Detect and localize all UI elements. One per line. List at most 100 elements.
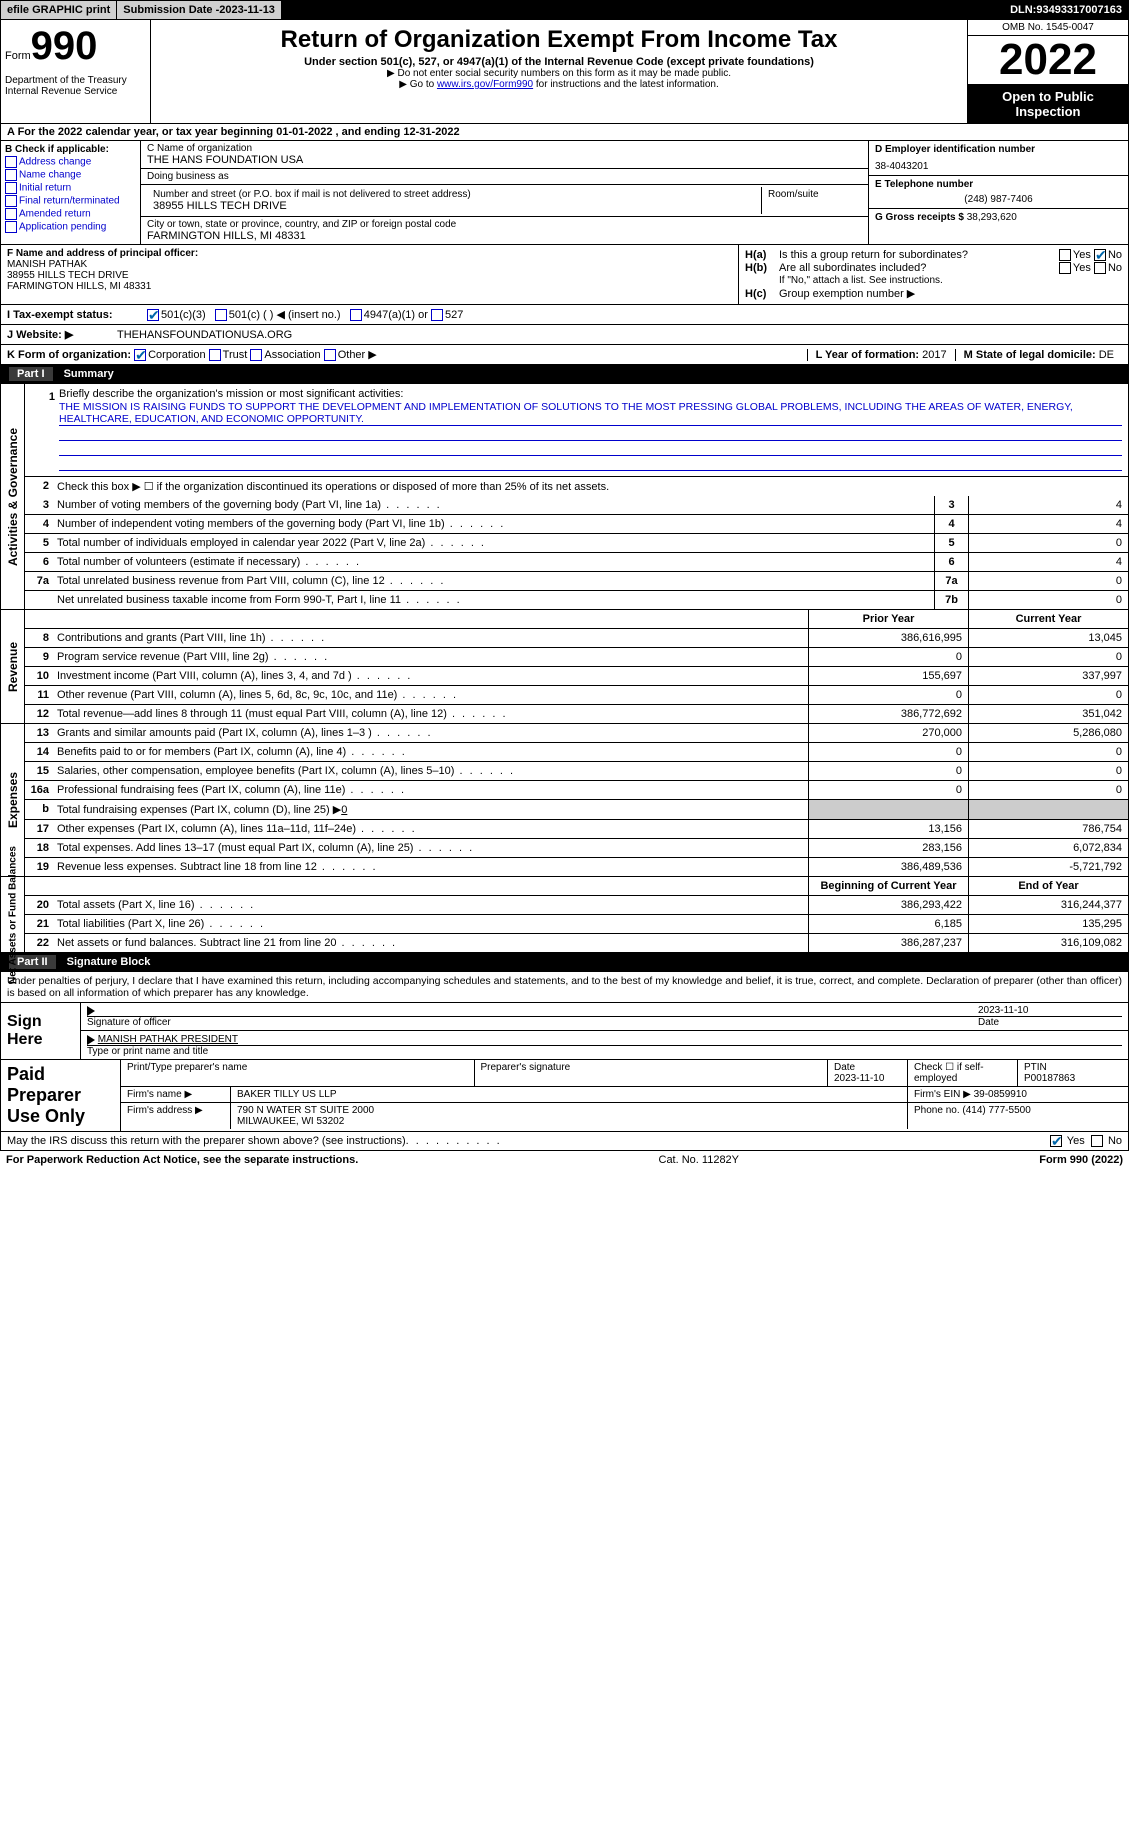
cb-address-change[interactable]: Address change (5, 156, 136, 168)
row-txt: Other expenses (Part IX, column (A), lin… (53, 820, 808, 838)
rev-col-hdr: Prior Year Current Year (25, 610, 1128, 629)
cb-opt-1: Name change (19, 170, 81, 181)
row-curr: -5,721,792 (968, 858, 1128, 876)
efile-print-button[interactable]: efile GRAPHIC print (1, 1, 117, 19)
ein-value: 38-4043201 (875, 161, 1122, 172)
h-a-no-cb[interactable] (1094, 249, 1106, 261)
i-o2: 501(c) ( ) ◀ (insert no.) (229, 308, 341, 321)
gov-box: 3 (934, 496, 968, 514)
cb-501c[interactable] (215, 309, 227, 321)
cb-4947[interactable] (350, 309, 362, 321)
row-curr (968, 800, 1128, 819)
vtab-net: Net Assets or Fund Balances (1, 877, 25, 952)
submission-date-label: Submission Date - (123, 4, 219, 16)
row-curr: 5,286,080 (968, 724, 1128, 742)
row-txt: Grants and similar amounts paid (Part IX… (53, 724, 808, 742)
row-num: 8 (25, 629, 53, 647)
data-row: 20 Total assets (Part X, line 16) 386,29… (25, 896, 1128, 915)
gov-row: 5 Total number of individuals employed i… (25, 534, 1128, 553)
row-num: 16a (25, 781, 53, 799)
irs-link[interactable]: www.irs.gov/Form990 (437, 79, 533, 90)
hdr-current-year: Current Year (968, 610, 1128, 628)
gov-row: Net unrelated business taxable income fr… (25, 591, 1128, 609)
row-curr: 0 (968, 686, 1128, 704)
cb-name-change[interactable]: Name change (5, 169, 136, 181)
prep-r3-b: 790 N WATER ST SUITE 2000MILWAUKEE, WI 5… (231, 1103, 908, 1129)
cb-501c3[interactable] (147, 309, 159, 321)
h-b-no-cb[interactable] (1094, 262, 1106, 274)
sig-officer-label: Signature of officer (87, 1017, 972, 1028)
vtab-governance: Activities & Governance (1, 384, 25, 609)
may-yes-cb[interactable] (1050, 1135, 1062, 1147)
row-prior: 6,185 (808, 915, 968, 933)
h-b-yes-cb[interactable] (1059, 262, 1071, 274)
cb-final-return[interactable]: Final return/terminated (5, 195, 136, 207)
section-net-assets: Net Assets or Fund Balances Beginning of… (0, 877, 1129, 953)
row-curr: 6,072,834 (968, 839, 1128, 857)
gov-row: 3 Number of voting members of the govern… (25, 496, 1128, 515)
may-yes-label: Yes (1067, 1135, 1085, 1147)
col-b: B Check if applicable: Address change Na… (1, 141, 141, 244)
data-row: 15 Salaries, other compensation, employe… (25, 762, 1128, 781)
prep-r1-c: Date2023-11-10 (828, 1060, 908, 1086)
row-a-end: 12-31-2022 (403, 126, 459, 138)
may-no-cb[interactable] (1091, 1135, 1103, 1147)
sign-here-right: 2023-11-10 Signature of officer Date MAN… (81, 1003, 1128, 1059)
q1-label: Briefly describe the organization's miss… (59, 388, 1122, 400)
cb-corp[interactable] (134, 349, 146, 361)
m-cell: M State of legal domicile: DE (955, 349, 1122, 361)
col-h: H(a) Is this a group return for subordin… (738, 245, 1128, 304)
gov-box: 7b (934, 591, 968, 609)
cb-trust[interactable] (209, 349, 221, 361)
data-row: 13 Grants and similar amounts paid (Part… (25, 724, 1128, 743)
header-right: OMB No. 1545-0047 2022 Open to Public In… (968, 20, 1128, 123)
sig-name-label: Type or print name and title (87, 1045, 1122, 1057)
mission-line-2 (59, 427, 1122, 441)
gov-val: 4 (968, 496, 1128, 514)
vtab-rev-label: Revenue (6, 642, 20, 692)
row-txt: Investment income (Part VIII, column (A)… (53, 667, 808, 685)
header-left: Form990 Department of the Treasury Inter… (1, 20, 151, 123)
row-prior: 0 (808, 762, 968, 780)
cb-amended-return[interactable]: Amended return (5, 208, 136, 220)
gross-cell: G Gross receipts $ 38,293,620 (869, 209, 1128, 226)
tax-year: 2022 (968, 36, 1128, 85)
submission-date-button[interactable]: Submission Date - 2023-11-13 (117, 1, 282, 19)
k-right: L Year of formation: 2017 M State of leg… (807, 349, 1122, 361)
row-txt: Other revenue (Part VIII, column (A), li… (53, 686, 808, 704)
vtab-revenue: Revenue (1, 610, 25, 723)
h-a-yes-cb[interactable] (1059, 249, 1071, 261)
h-a-yn: Yes No (1012, 249, 1122, 261)
phone-value: (248) 987-7406 (875, 194, 1122, 205)
row-curr: 316,244,377 (968, 896, 1128, 914)
h-b-q: Are all subordinates included? (779, 262, 1012, 274)
cb-opt-4: Amended return (19, 209, 91, 220)
data-row: 17 Other expenses (Part IX, column (A), … (25, 820, 1128, 839)
h-a-tag: H(a) (745, 249, 779, 261)
preparer-left-label: Paid Preparer Use Only (1, 1060, 121, 1131)
may-discuss-row: May the IRS discuss this return with the… (0, 1132, 1129, 1151)
room-label: Room/suite (768, 189, 856, 200)
signature-block: Under penalties of perjury, I declare th… (0, 972, 1129, 1132)
part1-num: Part I (9, 367, 53, 381)
row-k: K Form of organization: Corporation Trus… (0, 345, 1129, 365)
prep-line-3: Firm's address ▶ 790 N WATER ST SUITE 20… (121, 1103, 1128, 1129)
l-label: L Year of formation: (816, 349, 923, 361)
gov-row: 6 Total number of volunteers (estimate i… (25, 553, 1128, 572)
l-cell: L Year of formation: 2017 (807, 349, 955, 361)
preparer-row: Paid Preparer Use Only Print/Type prepar… (1, 1059, 1128, 1131)
section-expenses: Expenses 13 Grants and similar amounts p… (0, 724, 1129, 877)
cb-other[interactable] (324, 349, 336, 361)
f-label: F Name and address of principal officer: (7, 248, 732, 259)
row-txt: Program service revenue (Part VIII, line… (53, 648, 808, 666)
cb-assoc[interactable] (250, 349, 262, 361)
cb-application-pending[interactable]: Application pending (5, 221, 136, 233)
data-row: 14 Benefits paid to or for members (Part… (25, 743, 1128, 762)
cb-527[interactable] (431, 309, 443, 321)
gov-num: 4 (25, 515, 53, 533)
row-prior: 0 (808, 686, 968, 704)
k-o2: Trust (223, 349, 248, 361)
cb-initial-return[interactable]: Initial return (5, 182, 136, 194)
addr-value: 38955 HILLS TECH DRIVE (153, 200, 755, 212)
h-b-line: H(b) Are all subordinates included? Yes … (745, 262, 1122, 274)
